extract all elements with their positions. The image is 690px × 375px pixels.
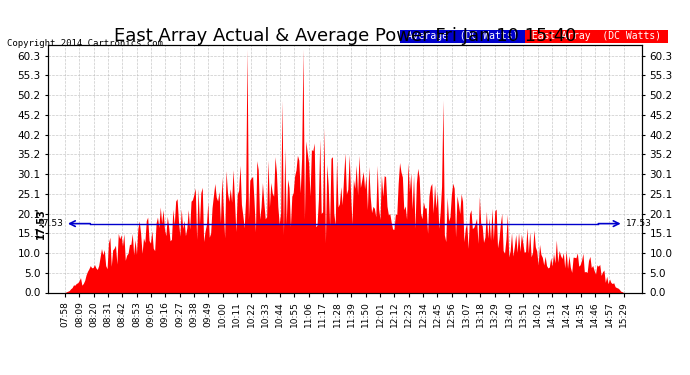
Text: East Array  (DC Watts): East Array (DC Watts) (526, 32, 667, 41)
Text: 17.53: 17.53 (38, 219, 63, 228)
Title: East Array Actual & Average Power Fri Jan 10 15:40: East Array Actual & Average Power Fri Ja… (114, 27, 576, 45)
Text: 17.53: 17.53 (627, 219, 652, 228)
Text: Copyright 2014 Cartronics.com: Copyright 2014 Cartronics.com (7, 39, 163, 48)
Text: Average  (DC Watts): Average (DC Watts) (402, 32, 525, 41)
Text: 17.53: 17.53 (35, 208, 46, 239)
